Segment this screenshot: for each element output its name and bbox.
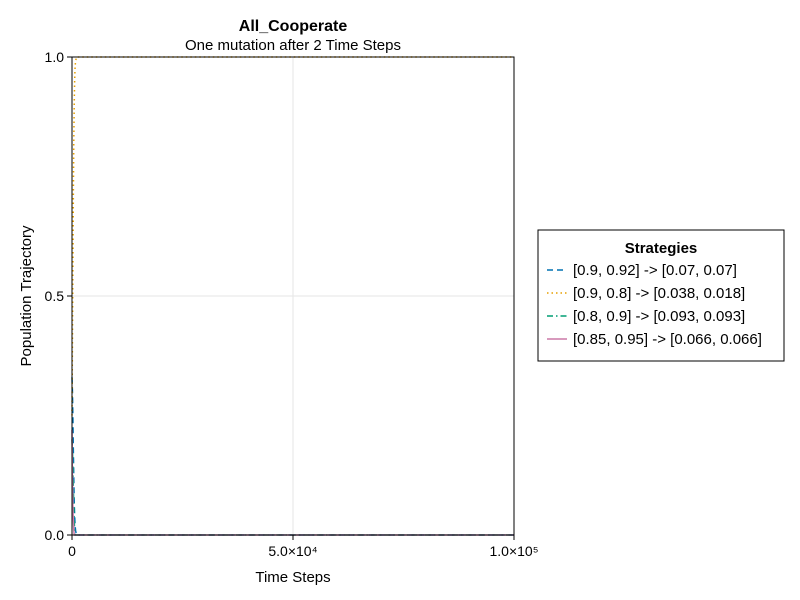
y-axis-label: Population Trajectory [18,225,35,366]
x-axis-label: Time Steps [255,569,330,586]
legend-title: Strategies [625,240,698,257]
chart-subtitle: One mutation after 2 Time Steps [185,37,401,54]
legend-label-2: [0.9, 0.8] -> [0.038, 0.018] [573,285,745,302]
x-tick-label: 1.0×10⁵ [489,543,538,559]
grid [71,56,515,536]
ticks: 0 5.0×10⁴ 1.0×10⁵ 0.0 0.5 1.0 [45,49,539,559]
y-tick-label: 1.0 [45,49,65,65]
x-tick-label: 5.0×10⁴ [268,543,317,559]
x-tick-label: 0 [68,543,76,559]
legend: Strategies [0.9, 0.92] -> [0.07, 0.07][0… [537,229,785,362]
y-tick-label: 0.0 [45,527,65,543]
y-tick-label: 0.5 [45,288,65,304]
chart-title: All_Cooperate [239,18,348,35]
legend-items: [0.9, 0.92] -> [0.07, 0.07] [0.9, 0.8] ->… [547,262,762,348]
legend-box [537,229,785,362]
series-line-2 [71,56,514,416]
legend-label-3: [0.8, 0.9] -> [0.093, 0.093] [573,308,745,325]
legend-label-4: [0.85, 0.95] -> [0.066, 0.066] [573,331,762,348]
legend-label-1: [0.9, 0.92] -> [0.07, 0.07] [573,262,737,279]
